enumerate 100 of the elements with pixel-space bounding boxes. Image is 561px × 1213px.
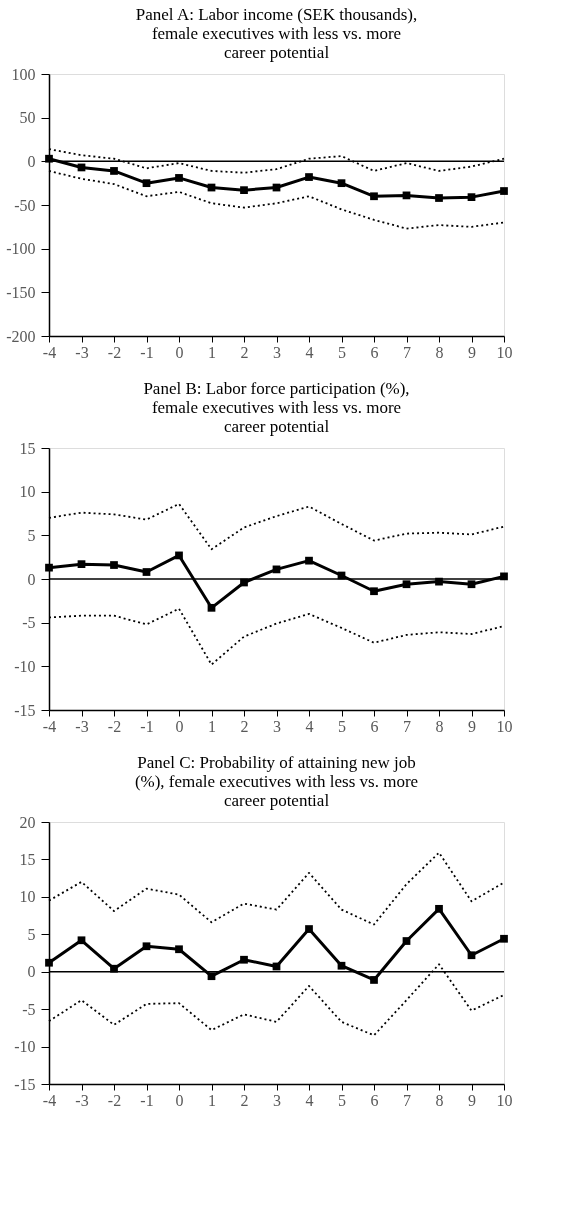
x-tick-label: 5 xyxy=(338,717,346,735)
point xyxy=(305,556,313,565)
x-tick-label: 9 xyxy=(468,717,476,735)
x-tick-label: -1 xyxy=(140,343,154,361)
x-tick-label: 9 xyxy=(468,1091,476,1109)
y-tick-label: 10 xyxy=(19,483,36,501)
point xyxy=(45,154,53,163)
point xyxy=(207,972,216,981)
point xyxy=(467,951,476,960)
y-tick-label: 100 xyxy=(11,65,36,83)
y-tick-label: -5 xyxy=(22,614,36,632)
x-tick-label: 0 xyxy=(175,343,184,361)
point xyxy=(110,964,118,973)
point xyxy=(467,193,476,202)
y-tick-label: -100 xyxy=(6,240,36,258)
x-tick-label: 8 xyxy=(435,717,444,735)
y-tick-label: 50 xyxy=(19,109,36,127)
x-tick-label: -1 xyxy=(140,1091,154,1109)
point xyxy=(77,560,86,569)
y-tick-label: -10 xyxy=(14,657,36,675)
x-tick-label: 3 xyxy=(273,1091,281,1109)
point xyxy=(110,561,118,569)
chart-title: Panel A: Labor income (SEK thousands), female executives with less vs. more career potential xyxy=(135,5,418,62)
x-tick-label: 6 xyxy=(370,1091,379,1109)
point xyxy=(500,187,508,195)
x-tick-label: 9 xyxy=(468,343,476,361)
point xyxy=(402,937,411,945)
point xyxy=(175,174,183,182)
x-tick-label: -2 xyxy=(107,717,122,735)
point xyxy=(337,961,346,970)
x-tick-label: 5 xyxy=(338,1091,346,1109)
x-tick-label: 0 xyxy=(175,1091,184,1109)
point xyxy=(142,942,151,951)
x-tick-label: -3 xyxy=(75,717,89,735)
x-tick-label: 1 xyxy=(208,717,216,735)
point xyxy=(142,179,151,188)
point xyxy=(175,945,183,954)
point xyxy=(370,976,378,984)
y-tick-label: 0 xyxy=(27,963,36,981)
x-tick-label: -3 xyxy=(75,343,89,361)
y-tick-label: 0 xyxy=(27,152,36,170)
x-tick-label: 7 xyxy=(403,343,411,361)
y-tick-label: -15 xyxy=(14,701,36,719)
x-tick-label: 7 xyxy=(403,1091,411,1109)
x-tick-label: 6 xyxy=(370,717,379,735)
x-tick-label: -2 xyxy=(107,343,122,361)
x-tick-label: 1 xyxy=(208,343,216,361)
x-tick-label: 4 xyxy=(305,1091,314,1109)
y-tick-label: -150 xyxy=(6,283,36,301)
x-tick-label: 3 xyxy=(273,717,281,735)
x-tick-label: 8 xyxy=(435,1091,444,1109)
point xyxy=(500,934,508,943)
point xyxy=(305,173,313,181)
y-tick-label: -10 xyxy=(14,1038,36,1056)
point xyxy=(110,167,118,175)
x-tick-label: 0 xyxy=(175,717,184,735)
x-tick-label: 8 xyxy=(435,343,444,361)
y-tick-label: 15 xyxy=(19,439,36,457)
x-tick-label: 4 xyxy=(305,717,314,735)
x-tick-label: 5 xyxy=(338,343,346,361)
y-tick-label: 5 xyxy=(27,925,36,943)
point xyxy=(45,563,53,572)
y-tick-label: 15 xyxy=(19,850,36,868)
x-tick-label: 10 xyxy=(496,1091,513,1109)
x-tick-label: 7 xyxy=(403,717,411,735)
point xyxy=(370,192,378,201)
y-tick-label: -50 xyxy=(14,196,36,214)
point xyxy=(45,958,53,967)
chart-title: Panel B: Labor force participation (%), female executives with less vs. more career potential xyxy=(143,379,410,436)
point xyxy=(337,179,346,188)
point xyxy=(207,603,216,612)
point xyxy=(435,194,443,202)
y-tick-label: -15 xyxy=(14,1075,36,1093)
point xyxy=(435,904,443,913)
y-tick-label: 0 xyxy=(27,570,36,588)
x-tick-label: 1 xyxy=(208,1091,216,1109)
x-tick-label: 2 xyxy=(240,343,249,361)
y-tick-label: 5 xyxy=(27,526,36,544)
x-tick-label: -2 xyxy=(107,1091,122,1109)
x-tick-label: -4 xyxy=(42,1091,57,1109)
chart-title: Panel C: Probability of attaining new job (%), female executives with less vs. more career potential xyxy=(134,753,419,810)
y-tick-label: 10 xyxy=(19,888,36,906)
x-tick-label: 10 xyxy=(496,717,513,735)
x-tick-label: -4 xyxy=(42,717,57,735)
x-tick-label: 6 xyxy=(370,343,379,361)
x-tick-label: -4 xyxy=(42,343,57,361)
x-tick-label: 2 xyxy=(240,1091,249,1109)
x-tick-label: 2 xyxy=(240,717,249,735)
point xyxy=(467,580,476,589)
y-tick-label: -5 xyxy=(22,1000,36,1018)
point xyxy=(240,955,248,964)
x-tick-label: 10 xyxy=(496,343,513,361)
x-tick-label: -1 xyxy=(140,717,154,735)
y-tick-label: -200 xyxy=(6,327,36,345)
point xyxy=(305,925,313,933)
point xyxy=(142,568,151,576)
x-tick-label: 4 xyxy=(305,343,314,361)
point xyxy=(240,186,248,195)
point xyxy=(77,936,86,945)
x-tick-label: 3 xyxy=(273,343,281,361)
